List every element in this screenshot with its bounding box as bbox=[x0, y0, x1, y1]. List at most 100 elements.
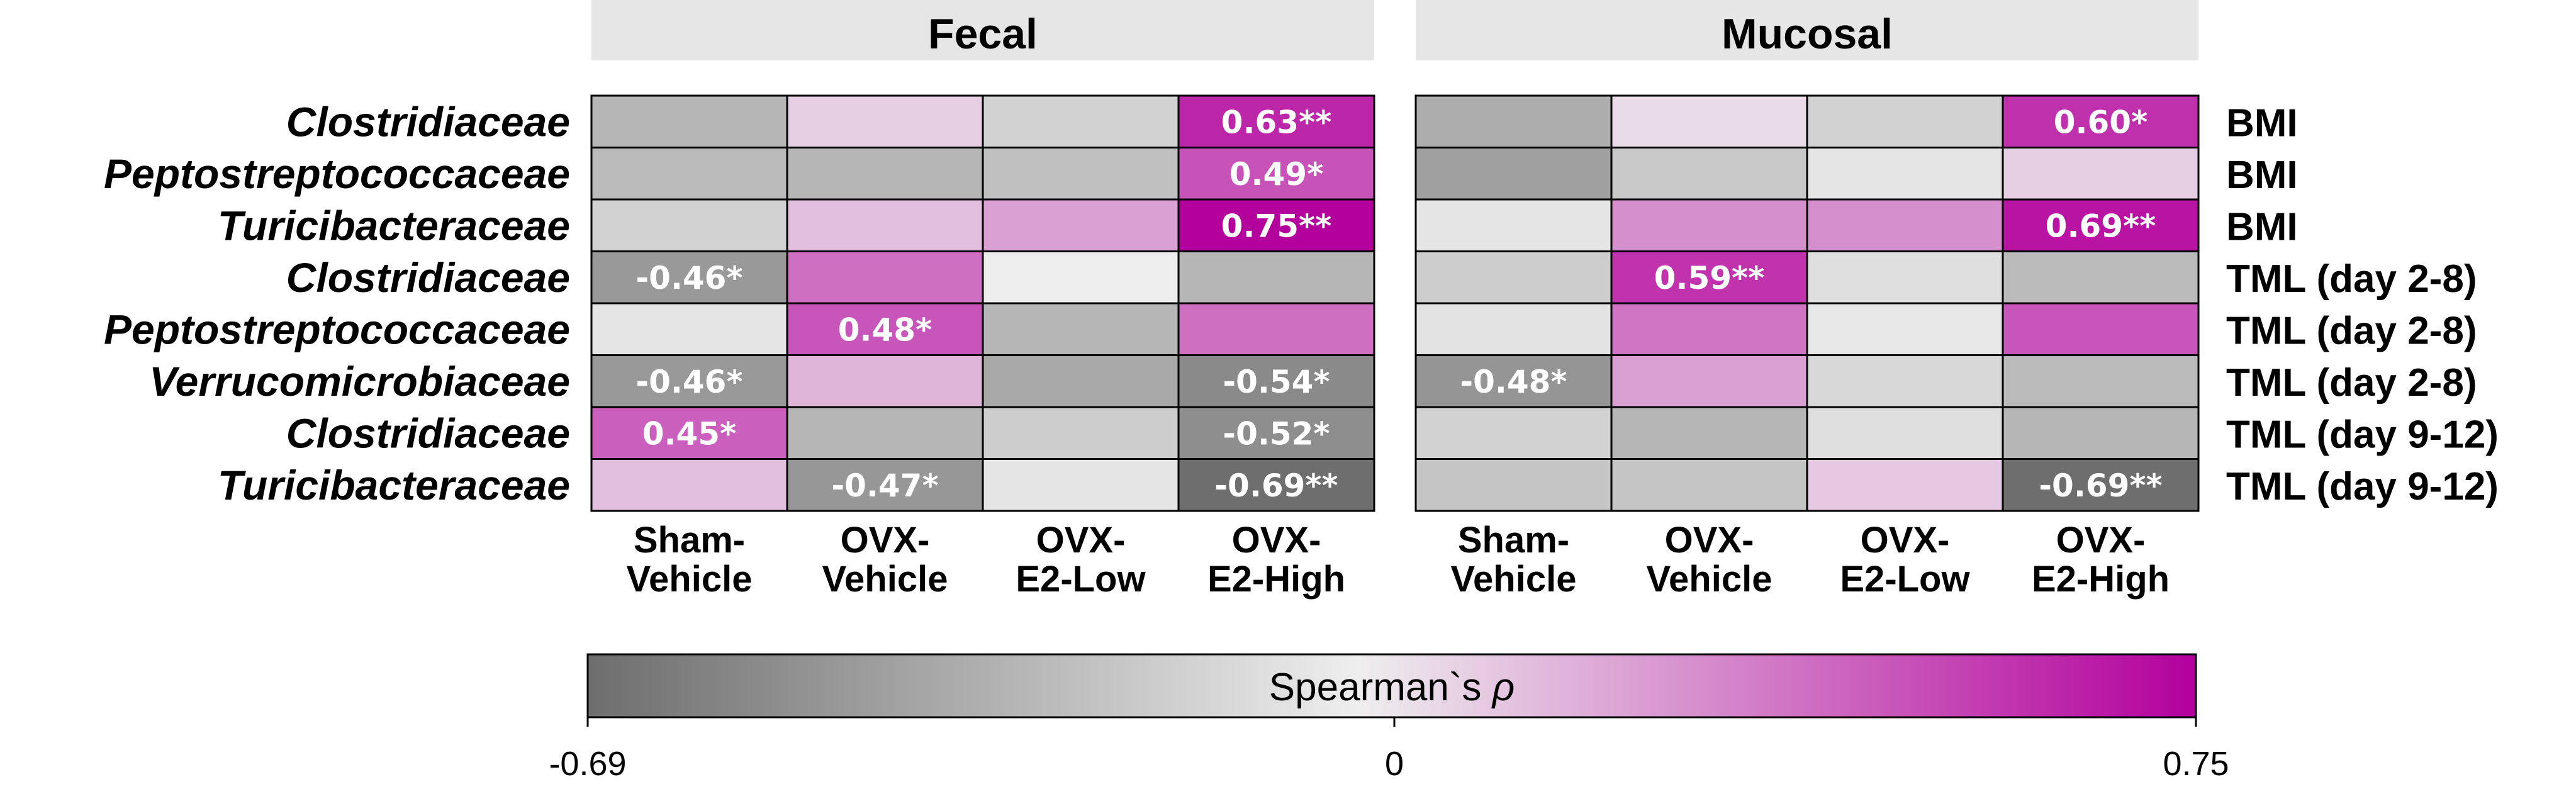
cell-label-fecal-r5-c0: -0.46* bbox=[636, 364, 742, 400]
heatmap-cell-mucosal-r0-c1 bbox=[1610, 94, 1808, 148]
heatmap-cell-mucosal-r1-c2 bbox=[1806, 147, 2004, 201]
cell-label-fecal-r7-c3: -0.69** bbox=[1214, 467, 1338, 504]
heatmap-cell-mucosal-r1-c1 bbox=[1610, 147, 1808, 201]
heatmap-cell-fecal-r2-c1 bbox=[786, 198, 984, 252]
cell-label-fecal-r0-c3: 0.63** bbox=[1221, 104, 1332, 140]
row-label-variable-1: BMI bbox=[2226, 154, 2298, 197]
colorbar-gradient bbox=[586, 653, 2197, 719]
column-label-mucosal-3: OVX-E2-High bbox=[2032, 520, 2170, 600]
heatmap-cell-fecal-r7-c1 bbox=[786, 458, 984, 512]
heatmap-cell-fecal-r6-c1 bbox=[786, 406, 984, 460]
heatmap-cell-fecal-r3-c2 bbox=[982, 250, 1180, 305]
row-label-variable-0: BMI bbox=[2226, 101, 2298, 145]
heatmap-cell-mucosal-r7-c1 bbox=[1610, 458, 1808, 512]
heatmap-cell-mucosal-r3-c2 bbox=[1806, 250, 2004, 305]
heatmap-cell-fecal-r2-c2 bbox=[982, 198, 1180, 252]
row-label-taxon-4: Peptostreptococcaceae bbox=[104, 306, 570, 352]
heatmap-cell-mucosal-r4-c3 bbox=[2002, 302, 2200, 356]
row-label-variable-2: BMI bbox=[2226, 205, 2298, 249]
heatmap-cell-mucosal-r4-c2 bbox=[1806, 302, 2004, 356]
heatmap-cell-mucosal-r6-c1 bbox=[1610, 406, 1808, 460]
heatmap-cell-mucosal-r6-c3 bbox=[2002, 406, 2200, 460]
colorbar-tick-max: 0.75 bbox=[2163, 745, 2229, 783]
heatmap-cell-fecal-r7-c0 bbox=[590, 458, 788, 512]
heatmap-cell-fecal-r6-c0 bbox=[590, 406, 788, 460]
heatmap-cell-mucosal-r6-c2 bbox=[1806, 406, 2004, 460]
row-label-taxon-2: Turicibacteraceae bbox=[218, 202, 570, 249]
heatmap-cell-fecal-r0-c0 bbox=[590, 94, 788, 148]
heatmap-cell-mucosal-r5-c1 bbox=[1610, 354, 1808, 408]
column-label-fecal-3: OVX-E2-High bbox=[1207, 520, 1345, 600]
cell-label-fecal-r6-c0: 0.45* bbox=[642, 415, 737, 452]
row-label-variable-6: TML (day 9-12) bbox=[2226, 413, 2499, 456]
cell-label-fecal-r4-c1: 0.48* bbox=[838, 311, 932, 348]
heatmap-cell-fecal-r0-c2 bbox=[982, 94, 1180, 148]
facet-header-mucosal bbox=[1416, 0, 2198, 60]
row-label-taxon-7: Turicibacteraceae bbox=[218, 462, 570, 508]
heatmap-cell-fecal-r4-c0 bbox=[590, 302, 788, 356]
heatmap-cell-fecal-r1-c1 bbox=[786, 147, 984, 201]
heatmap-cell-fecal-r4-c3 bbox=[1177, 302, 1375, 356]
heatmap-cell-fecal-r5-c1 bbox=[786, 354, 984, 408]
column-label-mucosal-1: OVX-Vehicle bbox=[1647, 520, 1772, 600]
heatmap-cell-mucosal-r2-c0 bbox=[1414, 198, 1613, 252]
heatmap-cell-mucosal-r0-c3 bbox=[2002, 94, 2200, 148]
heatmap-cell-fecal-r5-c2 bbox=[982, 354, 1180, 408]
heatmap-cell-fecal-r3-c1 bbox=[786, 250, 984, 305]
heatmap-cell-fecal-r3-c0 bbox=[590, 250, 788, 305]
cell-label-fecal-r3-c0: -0.46* bbox=[636, 260, 742, 296]
heatmap-cell-mucosal-r5-c3 bbox=[2002, 354, 2200, 408]
heatmap-cell-fecal-r4-c1 bbox=[786, 302, 984, 356]
facet-label-mucosal: Mucosal bbox=[1722, 10, 1893, 58]
heatmap-cell-fecal-r1-c0 bbox=[590, 147, 788, 201]
heatmap-cell-mucosal-r1-c3 bbox=[2002, 147, 2200, 201]
heatmap-cell-fecal-r3-c3 bbox=[1177, 250, 1375, 305]
row-label-taxon-0: Clostridiaceae bbox=[286, 98, 570, 145]
row-label-variable-3: TML (day 2-8) bbox=[2226, 257, 2477, 301]
cell-label-mucosal-r0-c3: 0.60* bbox=[2054, 104, 2148, 140]
colorbar-title: Spearman`s ρ bbox=[1269, 666, 1515, 709]
heatmap-cell-mucosal-r5-c2 bbox=[1806, 354, 2004, 408]
heatmap-cell-fecal-r4-c2 bbox=[982, 302, 1180, 356]
heatmap-cell-fecal-r1-c2 bbox=[982, 147, 1180, 201]
heatmap-cell-fecal-r2-c0 bbox=[590, 198, 788, 252]
facet-header-fecal bbox=[591, 0, 1374, 60]
column-label-mucosal-0: Sham-Vehicle bbox=[1451, 520, 1577, 600]
heatmap-cell-mucosal-r7-c2 bbox=[1806, 458, 2004, 512]
row-label-taxon-5: Verrucomicrobiaceae bbox=[149, 358, 570, 405]
heatmap-cell-mucosal-r2-c2 bbox=[1806, 198, 2004, 252]
heatmap-cell-mucosal-r3-c0 bbox=[1414, 250, 1613, 305]
heatmap-cell-fecal-r7-c3 bbox=[1177, 458, 1375, 512]
facet-label-fecal: Fecal bbox=[928, 10, 1038, 58]
column-label-fecal-2: OVX-E2-Low bbox=[1016, 520, 1146, 600]
colorbar-tick-min: -0.69 bbox=[549, 745, 626, 783]
heatmap-cell-mucosal-r4-c1 bbox=[1610, 302, 1808, 356]
heatmap-cell-mucosal-r3-c1 bbox=[1610, 250, 1808, 305]
heatmap-cell-mucosal-r7-c3 bbox=[2002, 458, 2200, 512]
heatmap-cell-fecal-r0-c1 bbox=[786, 94, 984, 148]
cell-label-fecal-r5-c3: -0.54* bbox=[1223, 364, 1330, 400]
heatmap-cell-fecal-r5-c0 bbox=[590, 354, 788, 408]
heatmap-cell-fecal-r7-c2 bbox=[982, 458, 1180, 512]
heatmap-cell-mucosal-r0-c0 bbox=[1414, 94, 1613, 148]
cell-label-fecal-r2-c3: 0.75** bbox=[1221, 208, 1332, 244]
cell-label-fecal-r7-c1: -0.47* bbox=[831, 467, 938, 504]
heatmap-cell-mucosal-r6-c0 bbox=[1414, 406, 1613, 460]
row-label-taxon-1: Peptostreptococcaceae bbox=[104, 150, 570, 197]
cell-label-mucosal-r5-c0: -0.48* bbox=[1460, 364, 1567, 400]
cell-label-mucosal-r3-c1: 0.59** bbox=[1654, 260, 1765, 296]
row-label-variable-4: TML (day 2-8) bbox=[2226, 309, 2477, 352]
row-label-variable-7: TML (day 9-12) bbox=[2226, 465, 2499, 508]
column-label-fecal-1: OVX-Vehicle bbox=[822, 520, 948, 600]
heatmap-cell-mucosal-r3-c3 bbox=[2002, 250, 2200, 305]
cell-label-mucosal-r7-c3: -0.69** bbox=[2039, 467, 2162, 504]
column-label-fecal-0: Sham-Vehicle bbox=[627, 520, 753, 600]
heatmap-cell-mucosal-r7-c0 bbox=[1414, 458, 1613, 512]
heatmap-cell-mucosal-r2-c3 bbox=[2002, 198, 2200, 252]
column-label-mucosal-2: OVX-E2-Low bbox=[1840, 520, 1970, 600]
row-label-taxon-6: Clostridiaceae bbox=[286, 410, 570, 456]
heatmap-cell-fecal-r1-c3 bbox=[1177, 147, 1375, 201]
heatmap-cell-fecal-r2-c3 bbox=[1177, 198, 1375, 252]
heatmap-cell-fecal-r5-c3 bbox=[1177, 354, 1375, 408]
